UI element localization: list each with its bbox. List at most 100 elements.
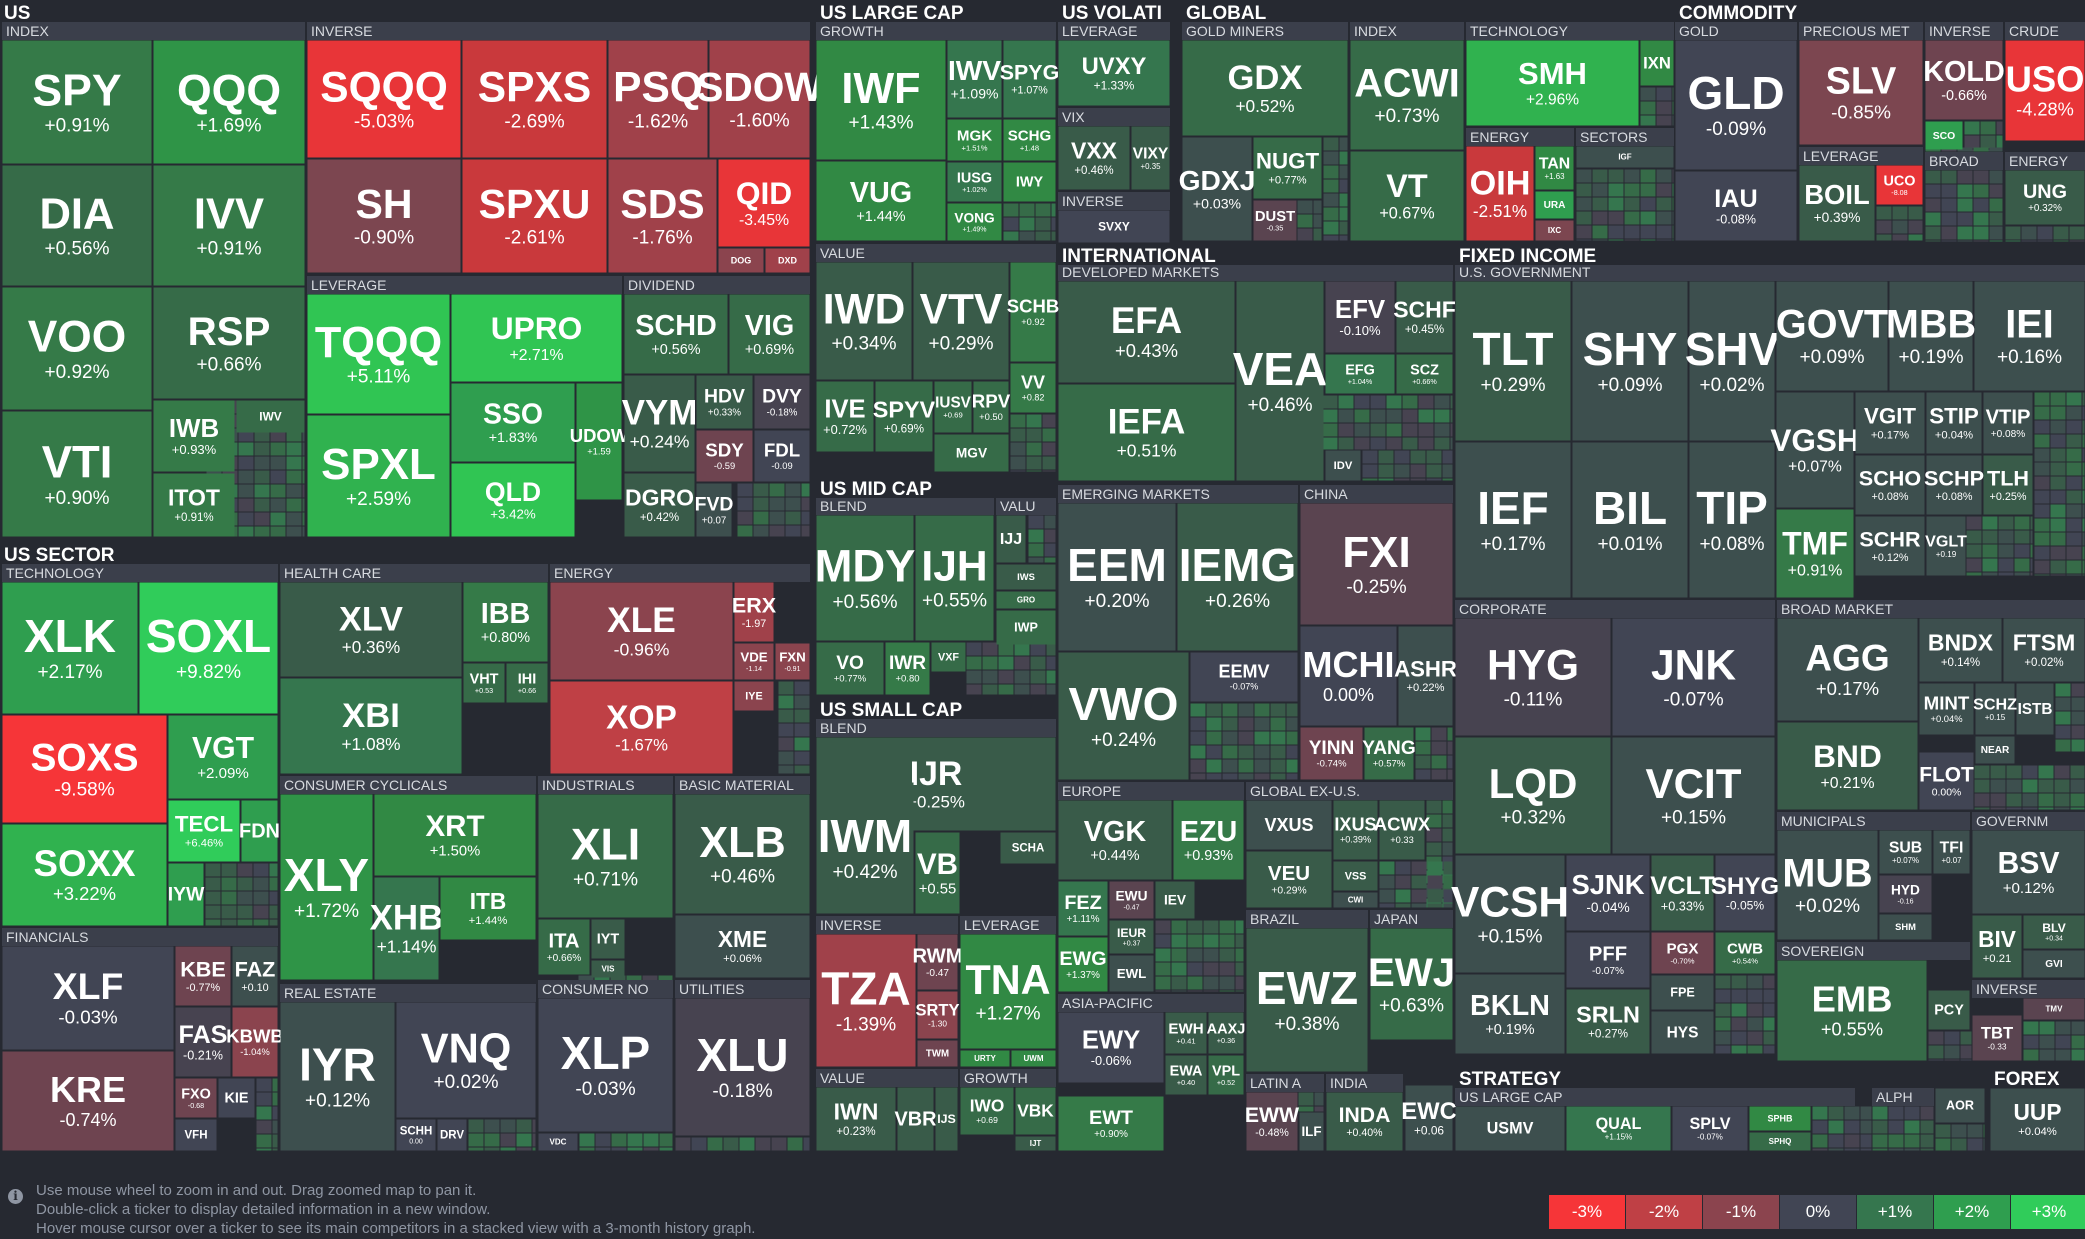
minor-ticker-tile[interactable]	[778, 681, 794, 695]
ticker-tile-rsp[interactable]: RSP+0.66%	[153, 287, 305, 399]
minor-ticker-tile[interactable]	[2071, 725, 2085, 739]
minor-ticker-tile[interactable]	[1925, 184, 1941, 198]
ticker-tile-tmv[interactable]: TMV	[2023, 998, 2085, 1020]
minor-ticker-tile[interactable]	[2069, 226, 2085, 240]
minor-ticker-tile[interactable]	[2071, 739, 2085, 752]
ticker-tile-sdy[interactable]: SDY-0.59	[696, 430, 753, 482]
ticker-tile-sphq[interactable]: SPHQ	[1749, 1132, 1811, 1151]
minor-ticker-tile[interactable]	[1640, 101, 1656, 115]
minor-ticker-tile[interactable]	[1731, 989, 1747, 1003]
minor-ticker-tile[interactable]	[1996, 121, 2003, 135]
minor-ticker-tile[interactable]	[1415, 727, 1431, 741]
minor-ticker-tile[interactable]	[2034, 504, 2050, 518]
minor-ticker-tile[interactable]	[1892, 206, 1908, 220]
ticker-tile-govt[interactable]: GOVT+0.09%	[1776, 281, 1888, 391]
ticker-tile-tecl[interactable]: TECL+6.46%	[168, 800, 240, 862]
minor-ticker-tile[interactable]	[2066, 392, 2082, 406]
ticker-tile-schd[interactable]: SCHD+0.56%	[624, 294, 728, 374]
minor-ticker-tile[interactable]	[272, 1106, 278, 1120]
ticker-tile-efg[interactable]: EFG+1.04%	[1325, 354, 1395, 394]
minor-ticker-tile[interactable]	[778, 723, 794, 737]
ticker-tile-hyg[interactable]: HYG-0.11%	[1455, 618, 1611, 736]
minor-ticker-tile[interactable]	[269, 891, 278, 905]
ticker-tile-bnd[interactable]: BND+0.21%	[1777, 722, 1918, 810]
minor-ticker-tile[interactable]	[1944, 1045, 1960, 1059]
minor-ticker-tile[interactable]	[302, 484, 305, 498]
minor-ticker-tile[interactable]	[2066, 406, 2082, 420]
minor-ticker-tile[interactable]	[794, 737, 810, 751]
minor-ticker-tile[interactable]	[237, 877, 253, 891]
minor-ticker-tile[interactable]	[1019, 217, 1035, 231]
minor-ticker-tile[interactable]	[484, 1133, 500, 1147]
ticker-tile-mgv[interactable]: MGV	[934, 434, 1009, 472]
minor-ticker-tile[interactable]	[691, 1137, 707, 1151]
minor-ticker-tile[interactable]	[2038, 807, 2054, 810]
minor-ticker-tile[interactable]	[2034, 546, 2050, 560]
minor-ticker-tile[interactable]	[1608, 239, 1624, 241]
minor-ticker-tile[interactable]	[1920, 1120, 1934, 1134]
ticker-tile-tqqq[interactable]: TQQQ+5.11%	[307, 294, 450, 414]
ticker-tile-iwp[interactable]: IWP	[996, 610, 1056, 645]
minor-ticker-tile[interactable]	[2038, 779, 2054, 793]
minor-ticker-tile[interactable]	[1608, 169, 1624, 183]
ticker-tile-ihi[interactable]: IHI+0.66	[506, 663, 548, 703]
ticker-tile-yang[interactable]: YANG+0.57%	[1362, 727, 1416, 780]
minor-ticker-tile[interactable]	[2070, 807, 2085, 810]
minor-ticker-tile[interactable]	[1656, 239, 1672, 241]
minor-ticker-tile[interactable]	[1203, 990, 1219, 992]
minor-ticker-tile[interactable]	[532, 1133, 536, 1147]
minor-ticker-tile[interactable]	[739, 1137, 755, 1151]
minor-ticker-tile[interactable]	[1187, 990, 1203, 992]
minor-ticker-tile[interactable]	[1187, 962, 1203, 976]
minor-ticker-tile[interactable]	[1354, 437, 1370, 450]
minor-ticker-tile[interactable]	[1014, 642, 1030, 656]
minor-ticker-tile[interactable]	[1418, 437, 1434, 450]
minor-ticker-tile[interactable]	[1715, 1003, 1731, 1017]
minor-ticker-tile[interactable]	[1030, 656, 1046, 670]
minor-ticker-tile[interactable]	[2030, 530, 2033, 544]
ticker-tile-xli[interactable]: XLI+0.71%	[538, 794, 673, 918]
minor-ticker-tile[interactable]	[286, 512, 302, 526]
ticker-tile-hdv[interactable]: HDV+0.33%	[696, 375, 753, 429]
minor-ticker-tile[interactable]	[205, 905, 221, 919]
ticker-tile-lqd[interactable]: LQD+0.32%	[1455, 737, 1611, 854]
minor-ticker-tile[interactable]	[1928, 1045, 1944, 1059]
minor-ticker-tile[interactable]	[1313, 214, 1322, 228]
minor-ticker-tile[interactable]	[1998, 572, 2014, 576]
minor-ticker-tile[interactable]	[753, 497, 769, 511]
minor-ticker-tile[interactable]	[1286, 773, 1298, 780]
minor-ticker-tile[interactable]	[1920, 1106, 1934, 1120]
minor-ticker-tile[interactable]	[2023, 1035, 2039, 1049]
ticker-tile-qual[interactable]: QUAL+1.15%	[1566, 1106, 1671, 1151]
minor-ticker-tile[interactable]	[1297, 228, 1313, 241]
minor-ticker-tile[interactable]	[1402, 395, 1418, 409]
minor-ticker-tile[interactable]	[1998, 558, 2014, 572]
minor-ticker-tile[interactable]	[2054, 793, 2070, 807]
minor-ticker-tile[interactable]	[1908, 234, 1923, 241]
minor-ticker-tile[interactable]	[2034, 476, 2050, 490]
minor-ticker-tile[interactable]	[1426, 450, 1442, 464]
minor-ticker-tile[interactable]	[1235, 934, 1244, 948]
minor-ticker-tile[interactable]	[1222, 745, 1238, 759]
ticker-tile-bil[interactable]: BIL+0.01%	[1572, 442, 1688, 598]
minor-ticker-tile[interactable]	[1592, 211, 1608, 225]
ticker-tile-tmf[interactable]: TMF+0.91%	[1776, 509, 1854, 598]
minor-ticker-tile[interactable]	[1450, 395, 1453, 409]
minor-ticker-tile[interactable]	[1450, 437, 1453, 450]
minor-ticker-tile[interactable]	[1640, 183, 1656, 197]
minor-ticker-tile[interactable]	[1904, 1120, 1920, 1134]
minor-ticker-tile[interactable]	[1576, 169, 1592, 183]
ticker-tile-mbb[interactable]: MBB+0.19%	[1886, 281, 1976, 391]
minor-ticker-tile[interactable]	[1941, 170, 1957, 184]
minor-ticker-tile[interactable]	[1763, 1003, 1775, 1017]
minor-ticker-tile[interactable]	[1362, 464, 1378, 478]
ticker-tile-cwb[interactable]: CWB+0.54%	[1715, 932, 1775, 974]
minor-ticker-tile[interactable]	[1190, 745, 1206, 759]
minor-ticker-tile[interactable]	[1656, 211, 1672, 225]
ticker-tile-upro[interactable]: UPRO+2.71%	[451, 294, 622, 382]
minor-ticker-tile[interactable]	[2014, 530, 2030, 544]
minor-ticker-tile[interactable]	[2082, 434, 2085, 448]
ticker-tile-soxl[interactable]: SOXL+9.82%	[139, 582, 278, 714]
minor-ticker-tile[interactable]	[1155, 920, 1171, 934]
ticker-tile-spyv[interactable]: SPYV+0.69%	[873, 381, 936, 452]
